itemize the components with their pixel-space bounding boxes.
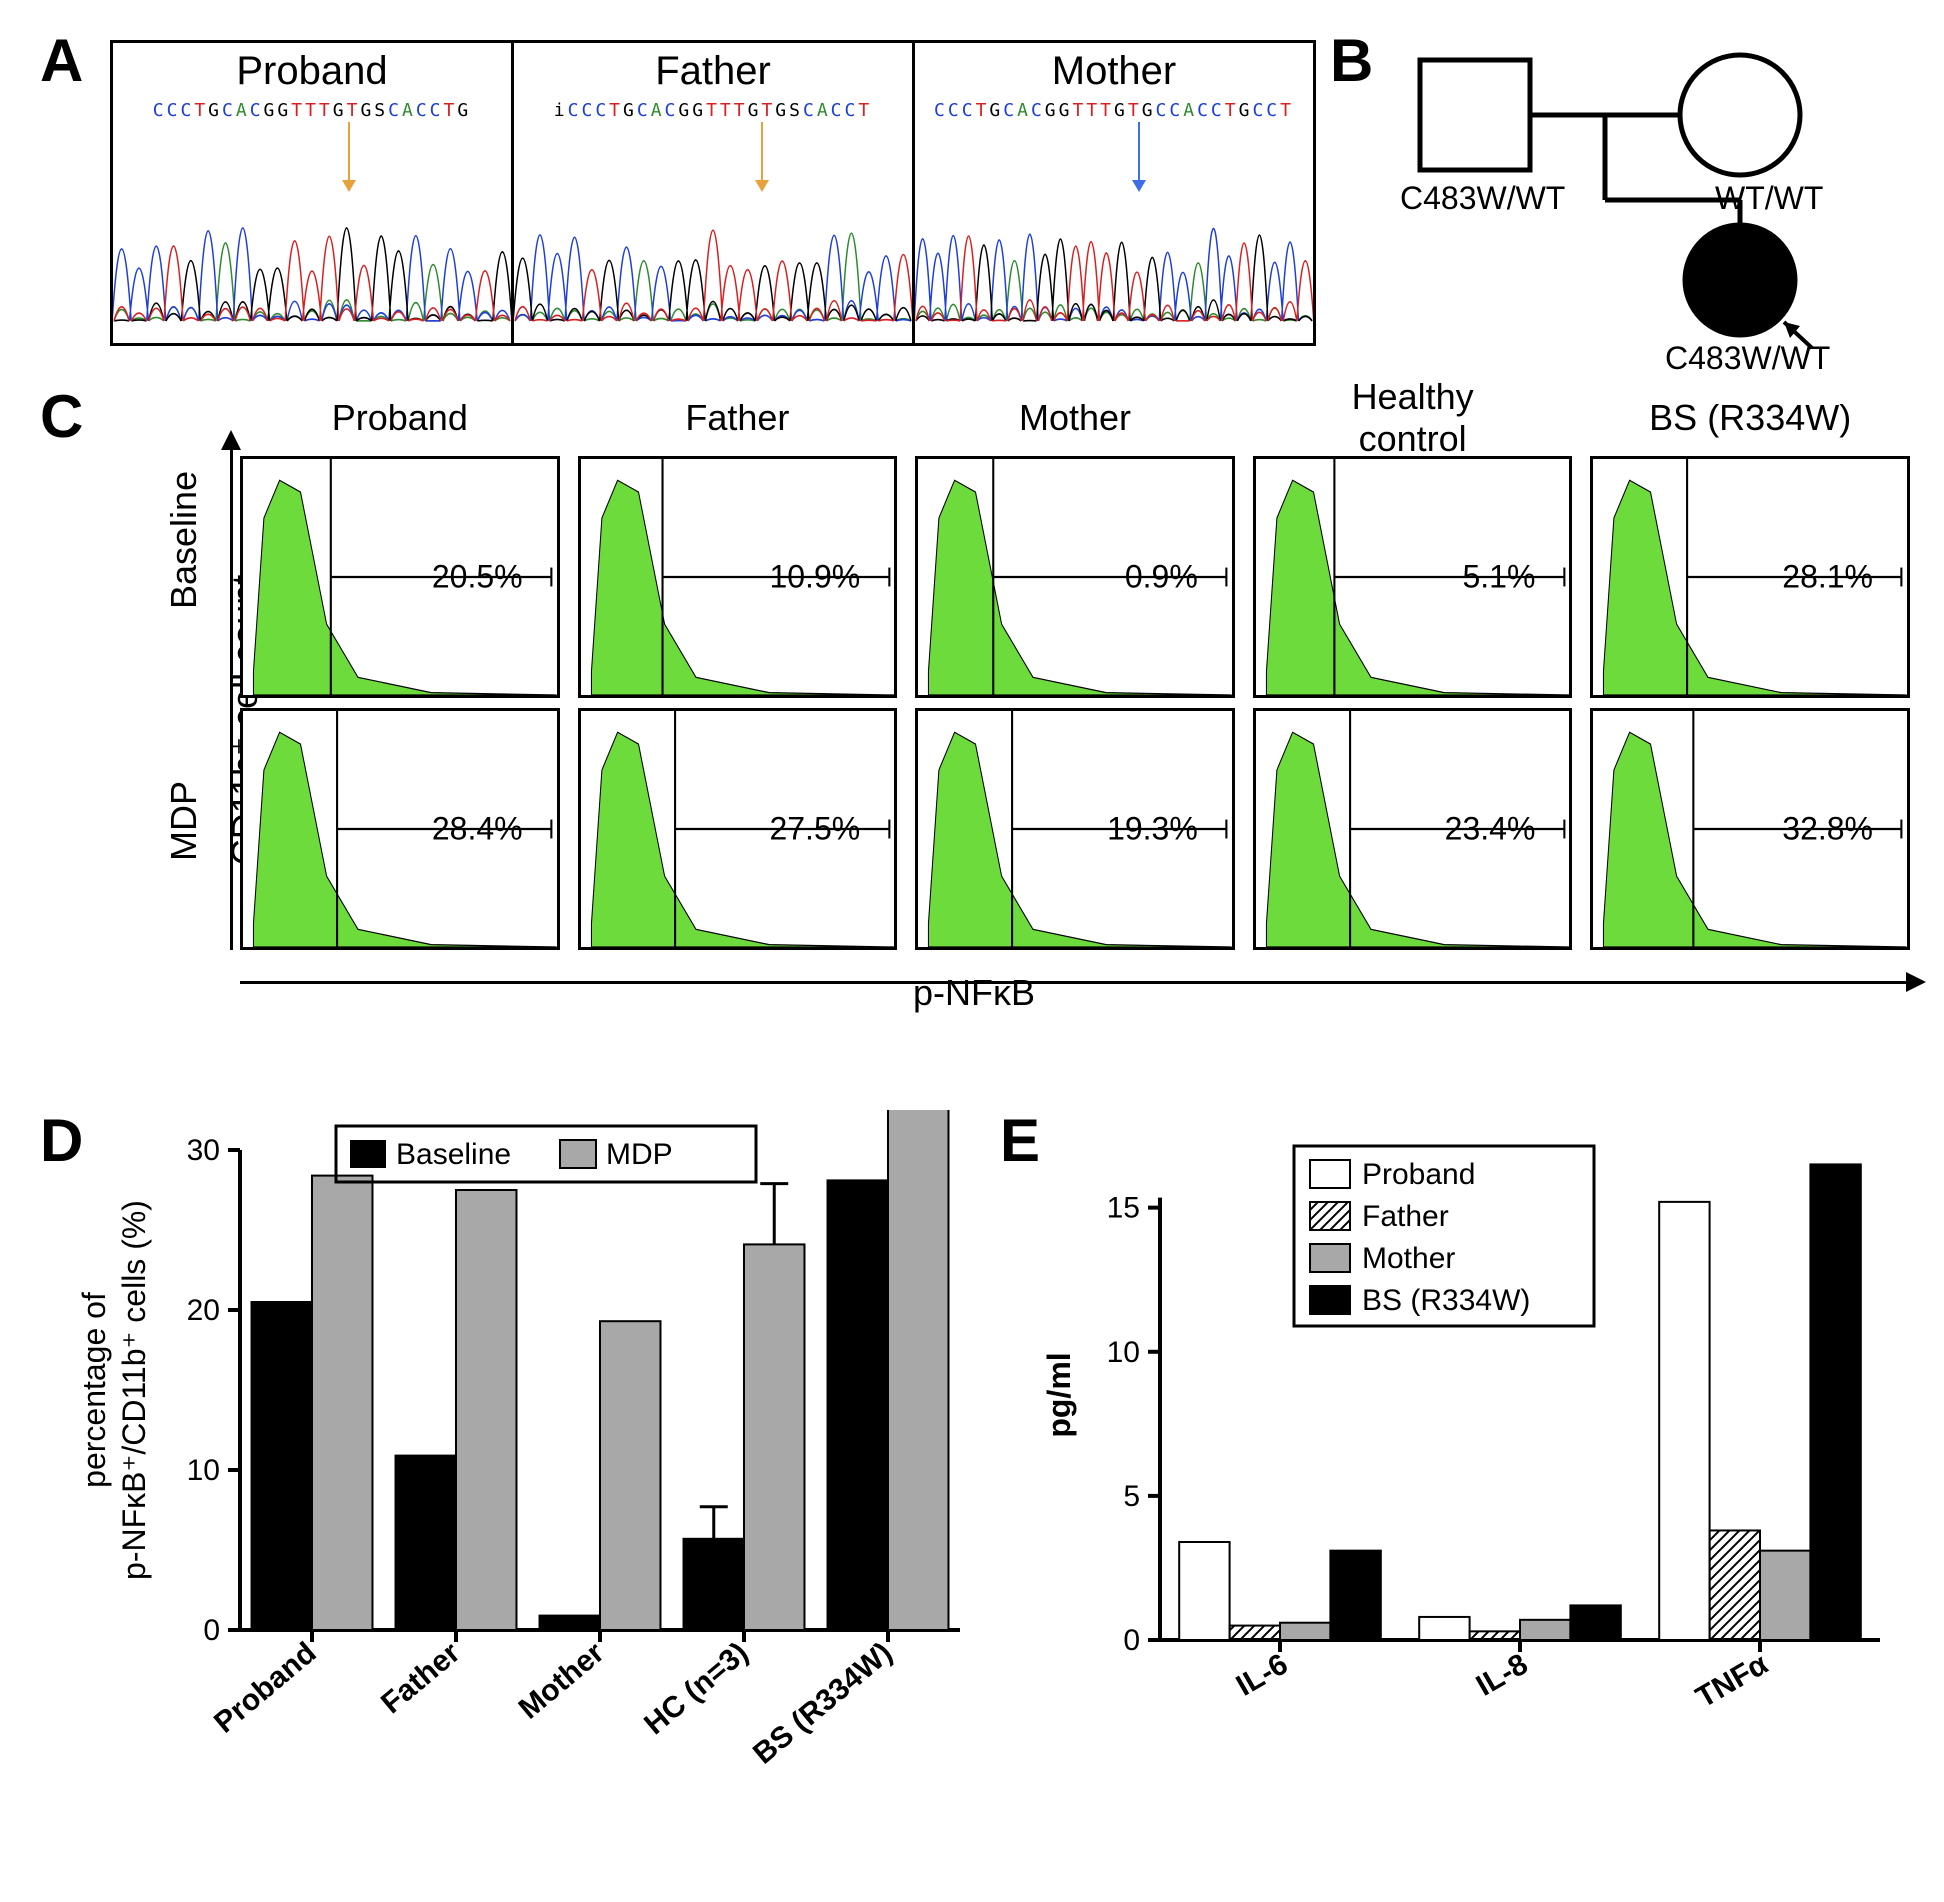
svg-text:BS (R334W): BS (R334W) (1362, 1284, 1530, 1317)
flow-histogram-cell: 19.3% (915, 708, 1235, 950)
proband-symbol (1685, 225, 1795, 335)
row-label-baseline: Baseline (163, 569, 205, 609)
flow-histogram-cell: 32.8% (1590, 708, 1910, 950)
svg-text:0: 0 (1123, 1624, 1140, 1657)
svg-text:Mother: Mother (1362, 1242, 1455, 1275)
mutation-arrow-icon (1138, 122, 1140, 182)
mutation-arrow-icon (761, 122, 763, 182)
flow-histogram-cell: 28.1% (1590, 456, 1910, 698)
flow-column-header: Proband (240, 397, 560, 439)
flow-gate-percent: 28.4% (432, 811, 523, 848)
svg-text:Mother: Mother (513, 1636, 611, 1726)
svg-text:10: 10 (1107, 1336, 1140, 1369)
figure: A B C D E Proband CCCTGCACGGTTTGTGSCACCT… (20, 20, 1920, 1880)
svg-text:10: 10 (187, 1454, 220, 1487)
panel-label-c: C (40, 382, 83, 451)
flow-gate-percent: 10.9% (769, 559, 860, 596)
chromo-title: Proband (113, 43, 511, 100)
y-axis-label: CD11b⁺ cell count (100, 490, 146, 950)
svg-text:IL-6: IL-6 (1231, 1647, 1294, 1702)
svg-text:Baseline: Baseline (396, 1138, 511, 1171)
chromatogram-mother: Mother CCCTGCACGGTTTGTGCCACCTGCCT (915, 43, 1313, 343)
flow-histogram-cell: 0.9% (915, 456, 1235, 698)
bar-chart-svg: 0 5 10 15 pg/ml IL-6 IL-8 TNFα Proband Father Moth… (1020, 1110, 1900, 1830)
flow-histogram-cell: 28.4% (240, 708, 560, 950)
svg-text:HC (n=3): HC (n=3) (638, 1636, 754, 1741)
svg-text:MDP: MDP (606, 1138, 673, 1171)
sequence-letters: iCCCTGCACGGTTTGTGSCACCT (514, 100, 912, 121)
flow-gate-percent: 32.8% (1782, 811, 1873, 848)
father-symbol (1420, 60, 1530, 170)
flow-column-header: Father (578, 397, 898, 439)
svg-text:percentage of: percentage of (76, 1292, 112, 1488)
mutation-arrow-icon (348, 122, 350, 182)
flow-gate-percent: 0.9% (1125, 559, 1198, 596)
flow-gate-percent: 5.1% (1462, 559, 1535, 596)
svg-text:5: 5 (1123, 1480, 1140, 1513)
flow-gate-percent: 19.3% (1107, 811, 1198, 848)
bar-chart-svg: 0 10 20 30 percentage ofp-NFκB⁺/CD11b⁺ cells… (60, 1110, 980, 1830)
svg-text:IL-8: IL-8 (1471, 1647, 1534, 1702)
svg-text:20: 20 (187, 1294, 220, 1327)
svg-text:pg/ml: pg/ml (1041, 1352, 1077, 1437)
svg-text:Proband: Proband (208, 1636, 322, 1739)
chromatogram-svg (514, 100, 912, 343)
flow-grid: ProbandFatherMotherHealthycontrolBS (R33… (240, 390, 1910, 950)
flow-histogram-cell: 20.5% (240, 456, 560, 698)
flow-gate-percent: 27.5% (769, 811, 860, 848)
mother-symbol (1680, 55, 1800, 175)
proband-genotype: C483W/WT (1665, 340, 1830, 377)
svg-text:30: 30 (187, 1134, 220, 1167)
father-genotype: C483W/WT (1400, 180, 1565, 217)
chromatogram-svg (915, 100, 1313, 343)
panel-label-a: A (40, 26, 83, 95)
svg-text:Father: Father (375, 1636, 467, 1720)
chromo-body: iCCCTGCACGGTTTGTGSCACCT (514, 100, 912, 343)
svg-text:TNFα: TNFα (1691, 1647, 1774, 1714)
flow-gate-percent: 23.4% (1445, 811, 1536, 848)
svg-text:0: 0 (203, 1614, 220, 1647)
chromatogram-father: Father iCCCTGCACGGTTTGTGSCACCT (514, 43, 915, 343)
panel-e-bar-chart: 0 5 10 15 pg/ml IL-6 IL-8 TNFα Proband Father Moth… (1020, 1110, 1900, 1830)
x-axis-arrow-icon (240, 981, 1910, 984)
flow-histogram-cell: 10.9% (578, 456, 898, 698)
row-label-mdp: MDP (163, 821, 205, 861)
chromatogram-svg (113, 100, 511, 343)
flow-histogram-cell: 27.5% (578, 708, 898, 950)
chromo-title: Father (514, 43, 912, 100)
svg-text:Proband: Proband (1362, 1158, 1475, 1191)
sequence-letters: CCCTGCACGGTTTGTGSCACCTG (113, 100, 511, 121)
sequence-letters: CCCTGCACGGTTTGTGCCACCTGCCT (915, 100, 1313, 121)
panel-a-chromatograms: Proband CCCTGCACGGTTTGTGSCACCTG Father i… (110, 40, 1316, 346)
chromo-body: CCCTGCACGGTTTGTGCCACCTGCCT (915, 100, 1313, 343)
mother-genotype: WT/WT (1715, 180, 1823, 217)
panel-b-pedigree: C483W/WT WT/WT C483W/WT (1370, 30, 1890, 360)
flow-histogram-cell: 23.4% (1253, 708, 1573, 950)
panel-c-flow-cytometry: CD11b⁺ cell count Baseline MDP ProbandFa… (110, 390, 1910, 1010)
svg-text:Father: Father (1362, 1200, 1449, 1233)
x-axis-label: p-NFκB (913, 972, 1035, 1014)
flow-histogram-cell: 5.1% (1253, 456, 1573, 698)
flow-column-header: BS (R334W) (1590, 397, 1910, 439)
svg-text:BS (R334W): BS (R334W) (747, 1636, 898, 1771)
svg-text:p-NFκB⁺/CD11b⁺ cells (%): p-NFκB⁺/CD11b⁺ cells (%) (116, 1200, 152, 1580)
flow-gate-percent: 28.1% (1782, 559, 1873, 596)
chromo-title: Mother (915, 43, 1313, 100)
svg-text:15: 15 (1107, 1192, 1140, 1225)
chromo-body: CCCTGCACGGTTTGTGSCACCTG (113, 100, 511, 343)
chromatogram-proband: Proband CCCTGCACGGTTTGTGSCACCTG (113, 43, 514, 343)
flow-column-header: Mother (915, 397, 1235, 439)
flow-gate-percent: 20.5% (432, 559, 523, 596)
flow-column-header: Healthycontrol (1253, 376, 1573, 460)
panel-label-b: B (1330, 26, 1373, 95)
panel-d-bar-chart: 0 10 20 30 percentage ofp-NFκB⁺/CD11b⁺ cells… (60, 1110, 980, 1830)
